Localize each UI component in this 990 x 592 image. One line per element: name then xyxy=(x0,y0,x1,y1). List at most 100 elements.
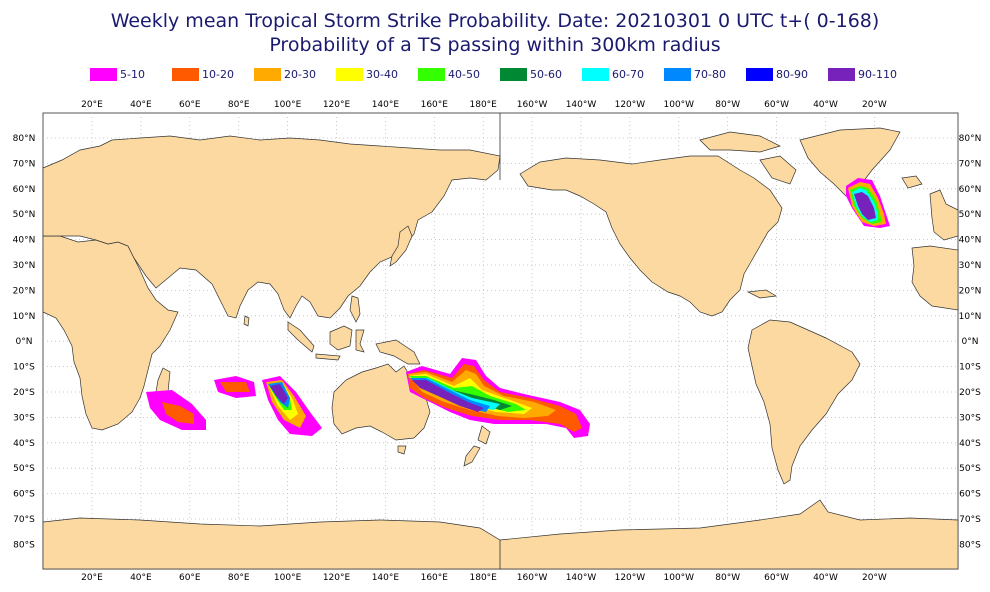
prob-region-10-20 xyxy=(220,382,250,392)
graticule-labels: 20°E 20°E 40°E 40°E 60°E 60°E 80°E 80°E 100°E 100… xyxy=(13,100,982,583)
latitude-label: 0°N xyxy=(962,337,979,347)
legend-label: 70-80 xyxy=(694,67,726,81)
legend-swatch xyxy=(582,67,609,81)
legend-swatch xyxy=(418,67,445,81)
longitude-label: 120°E xyxy=(323,100,351,110)
eurasia-landmass xyxy=(42,135,501,319)
latitude-label: 30°N xyxy=(959,261,982,271)
latitude-label: 70°N xyxy=(959,159,982,169)
latitude-label: 40°N xyxy=(13,236,36,246)
latitude-label: 30°S xyxy=(13,413,35,423)
legend-swatch xyxy=(336,67,363,81)
latitude-label: 20°N xyxy=(959,286,982,296)
legend-swatch xyxy=(746,67,773,81)
latitude-label: 40°N xyxy=(959,236,982,246)
longitude-label: 100°W xyxy=(664,573,695,583)
latitude-label: 30°S xyxy=(959,413,981,423)
longitude-label: 60°W xyxy=(764,573,789,583)
legend-swatch xyxy=(664,67,691,81)
legend-label: 30-40 xyxy=(366,67,398,81)
latitude-label: 50°S xyxy=(13,464,35,474)
latitude-label: 20°N xyxy=(13,286,36,296)
legend-swatch xyxy=(828,67,855,81)
legend-item: 50-60 xyxy=(500,67,582,81)
longitude-label: 60°W xyxy=(764,100,789,110)
longitude-label: 140°W xyxy=(566,573,597,583)
latitude-label: 50°N xyxy=(13,210,36,220)
longitude-label: 140°E xyxy=(372,100,400,110)
legend-item: 5-10 xyxy=(90,67,172,81)
legend-item: 30-40 xyxy=(336,67,418,81)
latitude-label: 70°S xyxy=(959,515,981,525)
latitude-label: 80°N xyxy=(959,134,982,144)
longitude-label: 160°W xyxy=(517,100,548,110)
longitude-label: 60°E xyxy=(179,100,201,110)
prob-region-10-20 xyxy=(162,402,194,424)
prob-region-90-110 xyxy=(412,380,484,412)
legend-item: 10-20 xyxy=(172,67,254,81)
latitude-label: 60°S xyxy=(13,490,35,500)
longitude-label: 160°E xyxy=(421,100,449,110)
longitude-label: 20°W xyxy=(862,100,887,110)
java-landmass xyxy=(315,353,341,361)
landmasses xyxy=(42,127,959,570)
longitude-label: 120°W xyxy=(615,573,646,583)
longitude-label: 80°W xyxy=(715,100,740,110)
longitude-label: 40°E xyxy=(130,573,152,583)
legend-label: 40-50 xyxy=(448,67,480,81)
greenland-landmass xyxy=(799,127,901,197)
legend-item: 80-90 xyxy=(746,67,828,81)
australia-landmass xyxy=(331,363,431,441)
latitude-label: 70°N xyxy=(13,159,36,169)
japan-landmass xyxy=(389,225,413,267)
latitude-label: 40°S xyxy=(959,439,981,449)
longitude-label: 40°W xyxy=(813,573,838,583)
longitude-label: 120°E xyxy=(323,573,351,583)
legend-swatch xyxy=(500,67,527,81)
legend-item: 40-50 xyxy=(418,67,500,81)
legend-label: 10-20 xyxy=(202,67,234,81)
tasmania-landmass xyxy=(397,445,407,455)
longitude-label: 20°E xyxy=(81,100,103,110)
iberia-africa-west-landmass xyxy=(911,245,959,311)
legend-label: 50-60 xyxy=(530,67,562,81)
longitude-label: 180°E xyxy=(470,573,498,583)
arctic-islands-landmass xyxy=(699,131,781,153)
borneo-landmass xyxy=(329,325,353,351)
longitude-label: 80°W xyxy=(715,573,740,583)
legend: 5-10 10-20 20-30 30-40 40-50 50-60 60-70… xyxy=(90,66,910,82)
legend-label: 20-30 xyxy=(284,67,316,81)
latitude-label: 50°S xyxy=(959,464,981,474)
longitude-label: 80°E xyxy=(228,573,250,583)
latitude-label: 10°S xyxy=(13,363,35,373)
north-america-landmass xyxy=(519,155,783,317)
longitude-label: 20°E xyxy=(81,573,103,583)
longitude-label: 160°W xyxy=(517,573,548,583)
sulawesi-landmass xyxy=(355,329,365,353)
longitude-label: 160°E xyxy=(421,573,449,583)
sri-lanka-landmass xyxy=(243,315,250,327)
latitude-label: 10°S xyxy=(959,363,981,373)
legend-item: 90-110 xyxy=(828,67,910,81)
latitude-label: 40°S xyxy=(13,439,35,449)
legend-label: 80-90 xyxy=(776,67,808,81)
strike-probability-field xyxy=(146,178,890,438)
latitude-label: 10°N xyxy=(959,312,982,322)
latitude-label: 20°S xyxy=(13,388,35,398)
longitude-label: 80°E xyxy=(228,100,250,110)
latitude-label: 30°N xyxy=(13,261,36,271)
longitude-label: 40°E xyxy=(130,100,152,110)
latitude-label: 60°S xyxy=(959,490,981,500)
longitude-label: 60°E xyxy=(179,573,201,583)
legend-swatch xyxy=(254,67,281,81)
latitude-label: 80°N xyxy=(13,134,36,144)
latitude-label: 60°N xyxy=(13,185,36,195)
europe-west-landmass xyxy=(929,189,959,241)
longitude-label: 20°W xyxy=(862,573,887,583)
legend-swatch xyxy=(90,67,117,81)
longitude-label: 140°W xyxy=(566,100,597,110)
south-america-landmass xyxy=(747,319,861,485)
prob-region-90-110 xyxy=(854,192,876,220)
latitude-label: 20°S xyxy=(959,388,981,398)
